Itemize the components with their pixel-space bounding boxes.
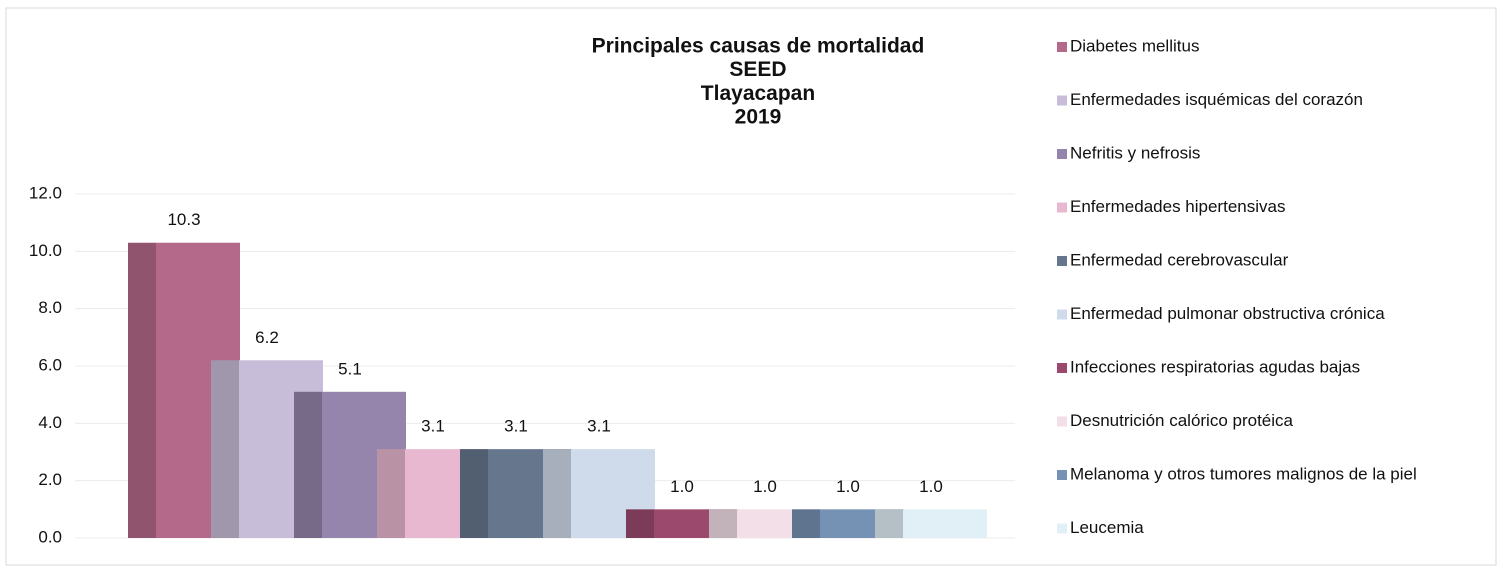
y-tick-label: 2.0 xyxy=(38,470,62,489)
data-label: 1.0 xyxy=(836,477,860,496)
legend-label: Enfermedad cerebrovascular xyxy=(1070,250,1289,269)
legend-label: Enfermedades hipertensivas xyxy=(1070,197,1285,216)
chart-title: Tlayacapan xyxy=(701,82,815,105)
legend-swatch xyxy=(1057,523,1067,534)
data-label: 5.1 xyxy=(338,359,362,378)
legend-label: Desnutrición calórico protéica xyxy=(1070,411,1294,430)
data-label: 3.1 xyxy=(421,417,445,436)
legend-label: Nefritis y nefrosis xyxy=(1070,143,1200,162)
data-label: 3.1 xyxy=(504,417,528,436)
bar xyxy=(875,509,987,538)
legend-label: Diabetes mellitus xyxy=(1070,36,1199,55)
chart-title: 2019 xyxy=(735,106,782,129)
legend-label: Infecciones respiratorias agudas bajas xyxy=(1070,357,1360,376)
data-label: 10.3 xyxy=(167,210,200,229)
legend-swatch xyxy=(1057,202,1067,213)
legend-swatch xyxy=(1057,416,1067,427)
chart-title: Principales causas de mortalidad xyxy=(592,35,925,58)
y-tick-label: 10.0 xyxy=(29,241,62,260)
y-tick-label: 8.0 xyxy=(38,298,62,317)
legend-swatch xyxy=(1057,42,1067,52)
y-tick-label: 0.0 xyxy=(38,527,62,546)
legend-label: Enfermedades isquémicas del corazón xyxy=(1070,90,1363,109)
data-label: 1.0 xyxy=(670,477,694,496)
y-tick-label: 12.0 xyxy=(29,183,62,202)
chart-title: SEED xyxy=(729,58,786,81)
legend-swatch xyxy=(1057,309,1067,320)
data-label: 3.1 xyxy=(587,417,611,436)
data-label: 1.0 xyxy=(919,477,943,496)
legend-swatch xyxy=(1057,363,1067,373)
data-label: 6.2 xyxy=(255,328,279,347)
legend-swatch xyxy=(1057,470,1067,480)
legend-swatch xyxy=(1057,95,1067,106)
y-tick-label: 6.0 xyxy=(38,355,62,374)
legend-swatch xyxy=(1057,149,1067,159)
legend-swatch xyxy=(1057,256,1067,266)
data-label: 1.0 xyxy=(753,477,777,496)
legend-label: Leucemia xyxy=(1070,518,1144,537)
legend-label: Melanoma y otros tumores malignos de la … xyxy=(1070,464,1417,483)
legend-label: Enfermedad pulmonar obstructiva crónica xyxy=(1070,304,1385,323)
y-tick-label: 4.0 xyxy=(38,413,62,432)
